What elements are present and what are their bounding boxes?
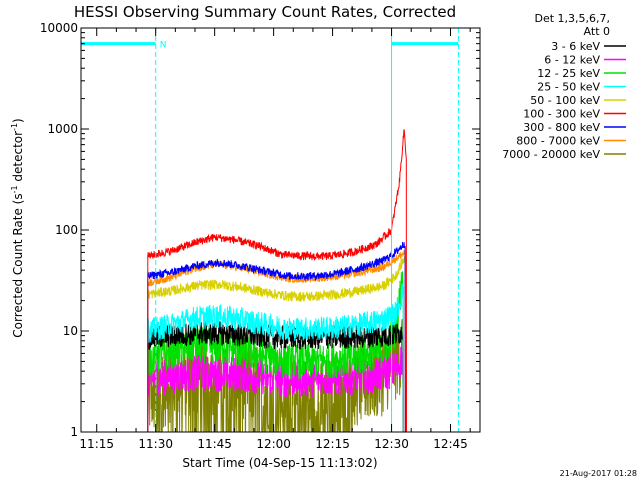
x-tick-label: 12:45 xyxy=(433,437,468,451)
y-tick-label: 100 xyxy=(55,223,78,237)
chart-title: HESSI Observing Summary Count Rates, Cor… xyxy=(74,3,456,21)
plot-area: N 11:15 11:30 11:45 12:00 12:15 12:30 12:45 1 10 1… xyxy=(40,21,481,451)
y-tick-label: 1 xyxy=(70,425,78,439)
legend-entry-label: 100 - 300 keV xyxy=(523,108,600,121)
series-line-7 xyxy=(147,241,406,433)
legend-entry-label: 50 - 100 keV xyxy=(530,94,600,107)
legend-entry-label: 800 - 7000 keV xyxy=(516,135,600,148)
legend-entry-label: 12 - 25 keV xyxy=(537,67,600,80)
x-tick-label: 11:45 xyxy=(197,437,232,451)
y-tick-label: 10000 xyxy=(40,21,78,35)
y-tick-label: 10 xyxy=(63,324,78,338)
x-tick-label: 12:15 xyxy=(315,437,350,451)
x-tick-label: 12:30 xyxy=(374,437,409,451)
series-line-6 xyxy=(147,249,406,433)
legend-header-2: Att 0 xyxy=(584,25,610,38)
legend-entry-label: 7000 - 20000 keV xyxy=(502,148,600,161)
legend-entry-label: 6 - 12 keV xyxy=(544,54,600,67)
night-label: N xyxy=(160,41,167,51)
x-tick-label: 11:30 xyxy=(138,437,173,451)
series-line-4 xyxy=(147,283,404,433)
x-tick-label: 11:15 xyxy=(79,437,114,451)
series-line-5 xyxy=(147,255,406,433)
series-line-8 xyxy=(147,129,407,433)
x-axis-label: Start Time (04-Sep-15 11:13:02) xyxy=(182,456,377,470)
legend-entry-label: 300 - 800 keV xyxy=(523,121,600,134)
legend-entry-label: 25 - 50 keV xyxy=(537,81,600,94)
legend-header-1: Det 1,3,5,6,7, xyxy=(534,12,610,25)
footer-timestamp: 21-Aug-2017 01:28 xyxy=(560,469,637,478)
x-tick-label: 12:00 xyxy=(256,437,291,451)
y-tick-label: 1000 xyxy=(47,122,78,136)
legend-entry-label: 3 - 6 keV xyxy=(551,40,600,53)
series-line-1 xyxy=(147,346,404,433)
y-axis-label: Corrected Count Rate (s-1 detector-1) xyxy=(10,118,25,337)
